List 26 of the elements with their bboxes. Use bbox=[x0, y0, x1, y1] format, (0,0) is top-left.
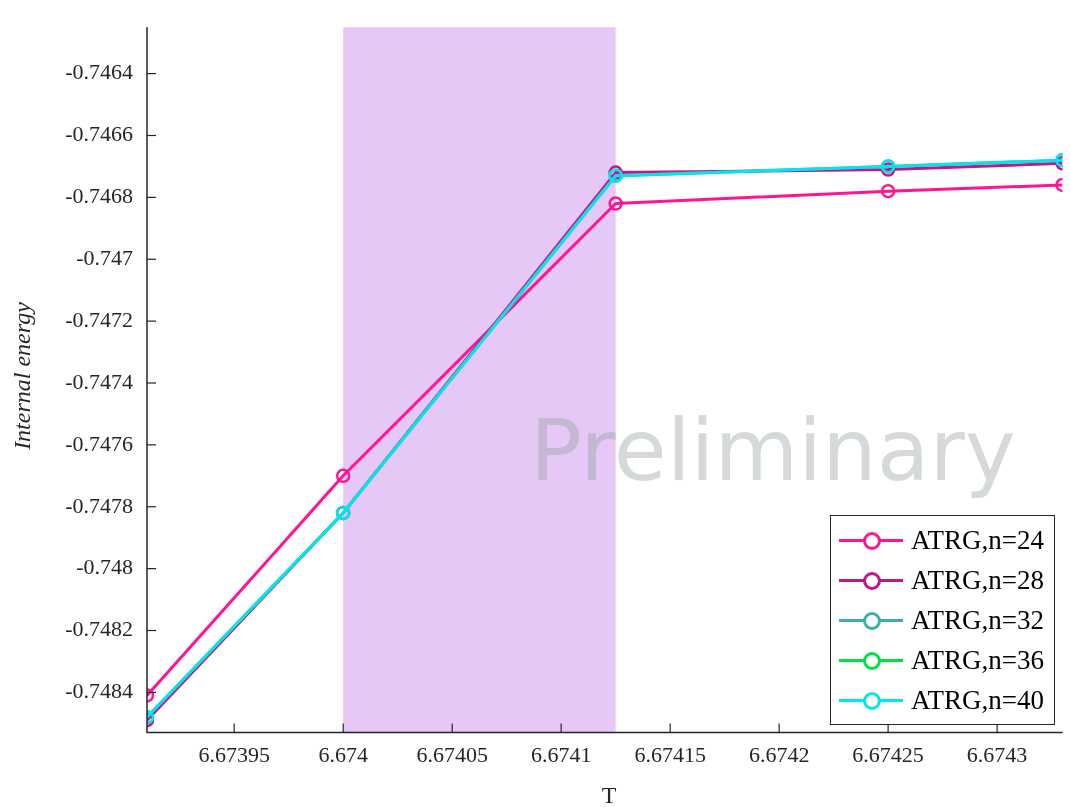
legend-label: ATRG,n=28 bbox=[911, 564, 1044, 596]
y-tick-label: -0.7476 bbox=[65, 430, 133, 456]
x-tick-label: 6.67395 bbox=[198, 741, 270, 767]
legend-label: ATRG,n=32 bbox=[911, 604, 1044, 636]
x-tick-label: 6.674 bbox=[318, 741, 368, 767]
legend-label: ATRG,n=24 bbox=[911, 524, 1044, 556]
y-tick-label: -0.7484 bbox=[65, 678, 133, 704]
x-tick-label: 6.67415 bbox=[634, 741, 706, 767]
y-tick-label: -0.7482 bbox=[65, 616, 133, 642]
x-tick-label: 6.6742 bbox=[748, 741, 810, 767]
x-tick-label: 6.6741 bbox=[530, 741, 592, 767]
x-tick-label: 6.67425 bbox=[852, 741, 924, 767]
y-tick-label: -0.7474 bbox=[65, 368, 133, 394]
y-tick-label: -0.747 bbox=[76, 245, 133, 271]
y-tick-label: -0.7478 bbox=[65, 492, 133, 518]
legend-label: ATRG,n=36 bbox=[911, 644, 1044, 676]
y-tick-label: -0.7468 bbox=[65, 183, 133, 209]
x-axis-title: T bbox=[601, 782, 617, 807]
y-axis-title: Internal energy bbox=[8, 302, 36, 450]
x-tick-label: 6.6743 bbox=[966, 741, 1028, 767]
legend-label: ATRG,n=40 bbox=[911, 684, 1044, 716]
x-tick-label: 6.67405 bbox=[416, 741, 488, 767]
y-tick-label: -0.7472 bbox=[65, 306, 133, 332]
y-tick-label: -0.7466 bbox=[65, 121, 133, 147]
y-tick-label: -0.748 bbox=[76, 554, 133, 580]
y-tick-label: -0.7464 bbox=[65, 59, 133, 85]
